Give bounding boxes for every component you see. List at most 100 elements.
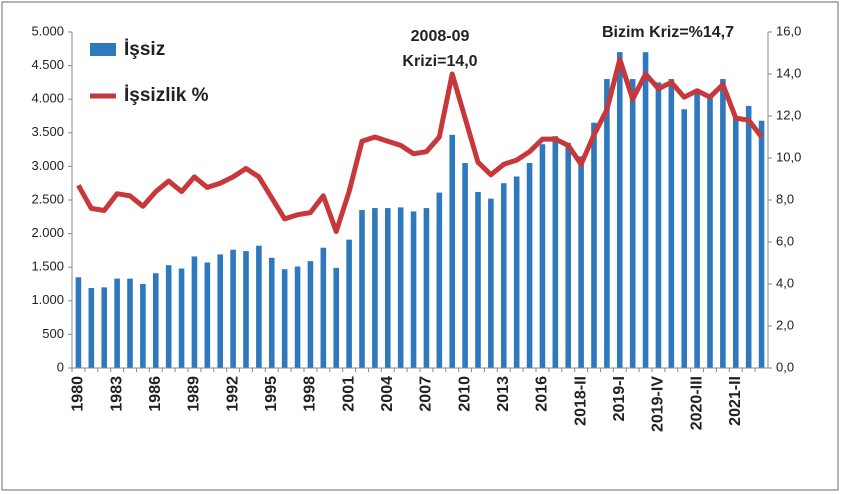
y-tick-label: 1.000 — [31, 292, 64, 307]
bar — [655, 82, 662, 369]
x-tick-label: 2019-I — [611, 376, 628, 421]
bar — [372, 208, 378, 368]
bar — [140, 284, 146, 368]
bar — [268, 257, 275, 368]
bar — [732, 116, 739, 368]
bar — [88, 288, 95, 368]
annotation: Krizi=14,0 — [402, 53, 477, 70]
bar — [204, 262, 211, 368]
y2-tick-label: 10,0 — [776, 149, 801, 164]
bar — [410, 211, 417, 368]
x-tick-label: 2021-II — [727, 376, 744, 426]
bar — [359, 210, 365, 368]
bar — [165, 265, 172, 368]
y2-tick-label: 16,0 — [776, 23, 801, 38]
y-tick-label: 5.000 — [31, 23, 64, 38]
x-tick-label: 2004 — [379, 376, 396, 412]
bar — [230, 249, 236, 368]
y-tick-label: 500 — [42, 326, 64, 341]
x-tick-label: 2019-IV — [650, 376, 667, 432]
bar — [294, 266, 301, 368]
bar — [616, 52, 623, 368]
bar — [526, 163, 533, 368]
y-tick-label: 3.000 — [31, 158, 64, 173]
x-tick-label: 1998 — [302, 376, 319, 412]
bar — [114, 278, 120, 368]
y2-tick-label: 8,0 — [776, 191, 794, 206]
bar — [436, 192, 443, 368]
bar — [758, 120, 765, 368]
annotation: 2008-09 — [411, 28, 470, 45]
y-tick-label: 1.500 — [31, 259, 64, 274]
bar — [604, 79, 610, 368]
bar — [397, 207, 404, 368]
bar — [191, 256, 198, 368]
annotation: Bizim Kriz=%14,7 — [602, 24, 734, 41]
legend-swatch — [90, 43, 116, 56]
x-tick-label: 2018-II — [572, 376, 589, 426]
x-tick-label: 2016 — [534, 376, 551, 412]
y-tick-label: 2.000 — [31, 225, 64, 240]
bar — [642, 52, 649, 368]
bar — [578, 156, 584, 368]
bar — [346, 239, 352, 368]
bar — [320, 247, 327, 368]
bar — [101, 287, 108, 368]
bar — [565, 142, 572, 368]
y2-tick-label: 0,0 — [776, 359, 794, 374]
x-tick-label: 1989 — [186, 376, 203, 412]
bar — [462, 163, 468, 368]
x-tick-label: 2007 — [418, 376, 435, 412]
bar — [591, 122, 597, 368]
line — [76, 56, 764, 234]
x-tick-label: 1986 — [147, 376, 164, 412]
y2-tick-label: 12,0 — [776, 107, 801, 122]
bar — [488, 198, 494, 368]
bar — [707, 95, 713, 368]
y-tick-label: 0 — [57, 359, 64, 374]
y-tick-label: 4.500 — [31, 57, 64, 72]
y-tick-label: 3.500 — [31, 124, 64, 139]
x-tick-label: 1992 — [224, 376, 241, 412]
bar — [217, 254, 224, 368]
bar — [243, 251, 249, 368]
bar — [449, 134, 456, 368]
bar — [681, 109, 688, 368]
bar — [539, 144, 546, 368]
bar — [256, 245, 262, 368]
y-tick-label: 4.000 — [31, 91, 64, 106]
y2-tick-label: 14,0 — [776, 65, 801, 80]
y2-tick-label: 2,0 — [776, 317, 794, 332]
bar — [127, 278, 133, 368]
bar — [423, 208, 430, 368]
bar — [281, 269, 288, 368]
x-tick-label: 2013 — [495, 376, 512, 412]
bar — [629, 79, 636, 368]
bar — [513, 176, 520, 368]
bar — [500, 183, 507, 368]
legend-label: İşsizlik % — [124, 85, 209, 106]
bar — [75, 277, 82, 368]
x-tick-label: 2020-III — [688, 376, 705, 430]
legend-label: İşsiz — [124, 39, 165, 60]
x-tick-label: 1983 — [108, 376, 125, 412]
x-tick-label: 2010 — [456, 376, 473, 412]
bar — [720, 79, 726, 368]
x-tick-label: 2001 — [340, 376, 357, 412]
bar — [475, 191, 481, 368]
bar — [152, 273, 159, 368]
bar — [307, 261, 314, 368]
bar — [694, 92, 700, 368]
bar — [552, 136, 559, 368]
y2-tick-label: 4,0 — [776, 275, 794, 290]
bar — [333, 267, 340, 368]
bar — [384, 208, 391, 368]
y-tick-label: 2.500 — [31, 191, 64, 206]
bar — [745, 105, 752, 369]
x-tick-label: 1995 — [263, 376, 280, 412]
bar — [668, 79, 675, 368]
x-tick-label: 1980 — [70, 376, 87, 412]
bar — [178, 268, 185, 368]
